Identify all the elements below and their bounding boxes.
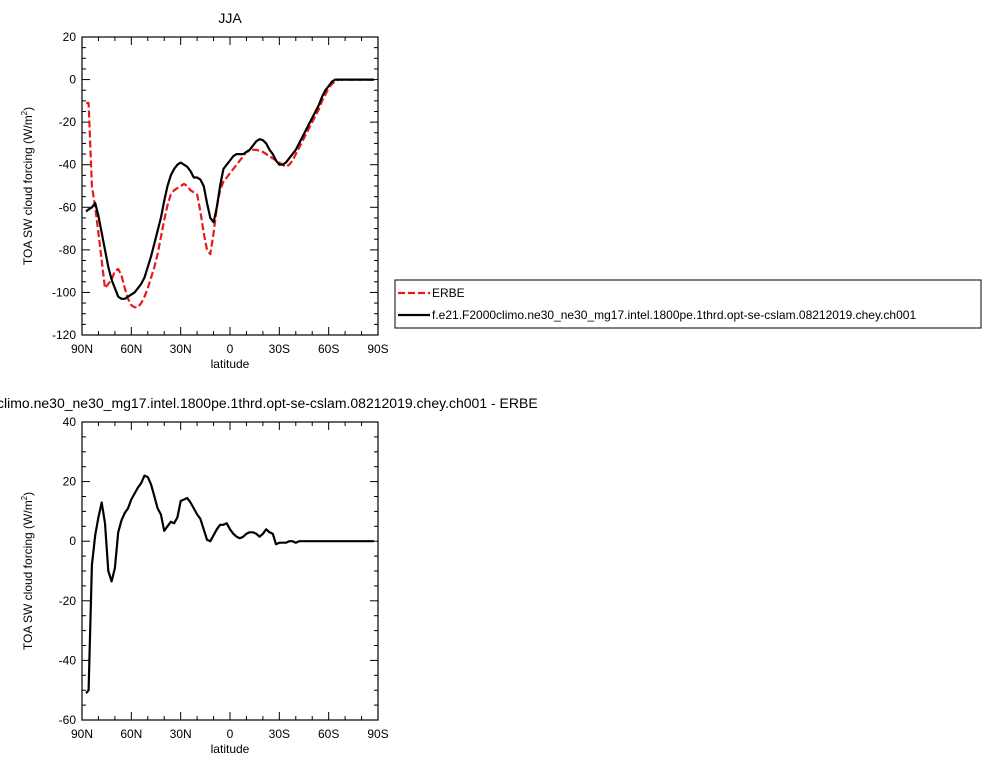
legend-entry: f.e21.F2000climo.ne30_ne30_mg17.intel.18… <box>432 308 916 322</box>
y-axis-title-main: TOA SW cloud forcing (W/m <box>21 500 35 650</box>
plot-title: JJA <box>218 10 242 26</box>
y-tick-label: 20 <box>63 475 77 489</box>
x-tick-label: 90S <box>367 727 388 741</box>
x-axis-title: latitude <box>211 357 250 371</box>
legend-box <box>394 279 982 329</box>
x-tick-label: 0 <box>227 342 234 356</box>
x-axis-title: latitude <box>211 742 250 756</box>
y-axis-title-close: ) <box>21 492 35 496</box>
top-panel: JJA 90N 60N 30N 0 30S 60S 90S 20 0 -20 -40 -60 -80 -10… <box>20 10 389 371</box>
x-tick-label: 30N <box>170 727 192 741</box>
legend-entry: ERBE <box>432 286 465 300</box>
x-tick-label: 30N <box>170 342 192 356</box>
y-tick-label: 0 <box>69 73 76 87</box>
y-tick-label: -20 <box>59 115 77 129</box>
y-axis-title-main: TOA SW cloud forcing (W/m <box>21 115 35 265</box>
legend: ERBE f.e21.F2000climo.ne30_ne30_mg17.inte… <box>394 279 982 329</box>
y-tick-label: -60 <box>59 200 77 214</box>
x-tick-label: 30S <box>269 342 290 356</box>
y-axis-title: TOA SW cloud forcing (W/m2) <box>20 107 35 265</box>
y-tick-label: -40 <box>59 158 77 172</box>
x-tick-label: 60N <box>120 342 142 356</box>
y-axis-title-sup: 2 <box>20 495 29 500</box>
y-tick-label: -100 <box>52 285 76 299</box>
y-tick-label: 0 <box>69 534 76 548</box>
y-tick-label: -40 <box>59 653 77 667</box>
x-tick-label: 90S <box>367 342 388 356</box>
bottom-panel: f.e21.F2000climo.ne30_ne30_mg17.intel.18… <box>0 395 538 756</box>
y-tick-label: -120 <box>52 328 76 342</box>
x-tick-label: 0 <box>227 727 234 741</box>
y-tick-label: -60 <box>59 713 77 727</box>
x-tick-label: 90N <box>71 727 93 741</box>
x-tick-label: 60N <box>120 727 142 741</box>
plot-title: f.e21.F2000climo.ne30_ne30_mg17.intel.18… <box>0 395 538 411</box>
series-line-model <box>85 78 374 300</box>
y-axis-title-sup: 2 <box>20 110 29 115</box>
x-tick-label: 30S <box>269 727 290 741</box>
y-tick-label: 40 <box>63 415 77 429</box>
series-line-erbe <box>86 78 374 309</box>
y-tick-label: -20 <box>59 594 77 608</box>
plot-frame <box>81 421 379 721</box>
y-tick-label: -80 <box>59 243 77 257</box>
x-tick-label: 60S <box>318 342 339 356</box>
x-tick-label: 90N <box>71 342 93 356</box>
y-axis-title-close: ) <box>21 107 35 111</box>
x-tick-label: 60S <box>318 727 339 741</box>
y-axis-title: TOA SW cloud forcing (W/m2) <box>20 492 35 650</box>
y-tick-label: 20 <box>63 30 77 44</box>
series-line-difference <box>85 474 374 694</box>
